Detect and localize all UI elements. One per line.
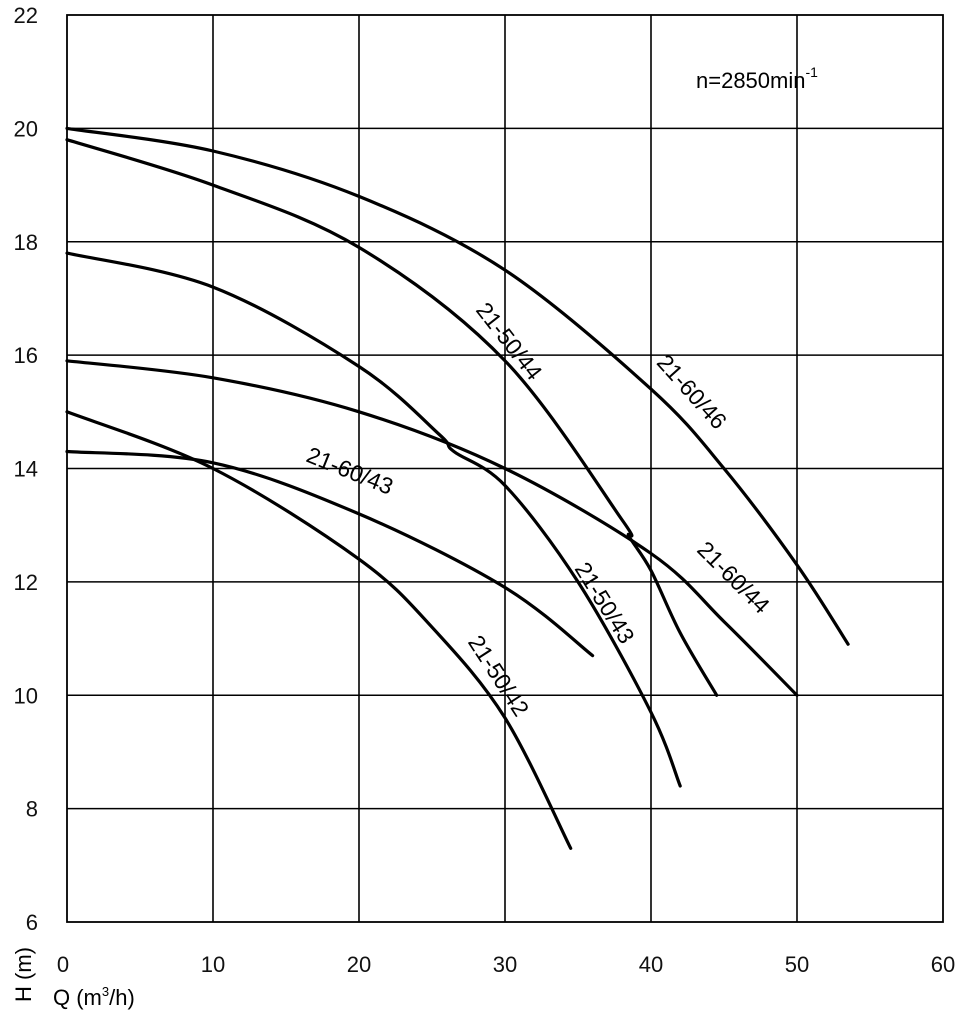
series-label: 21-60/44 [692, 536, 775, 619]
y-tick-label: 22 [14, 3, 38, 28]
series-label: 21-50/43 [570, 557, 640, 648]
x-tick-label: 30 [493, 952, 517, 977]
x-axis-label-tail: /h) [109, 985, 135, 1010]
x-axis-label: Q (m3/h) [53, 984, 135, 1010]
y-tick-label: 8 [26, 797, 38, 822]
curve-21-60-43 [65, 449, 595, 658]
speed-annotation: n=2850min-1 [696, 64, 818, 93]
x-tick-label: 50 [785, 952, 809, 977]
series-label: 21-50/44 [471, 297, 548, 385]
plot-frame [66, 14, 944, 923]
series-label: 21-60/46 [652, 349, 732, 434]
y-tick-label: 14 [14, 457, 38, 482]
y-tick-label: 10 [14, 683, 38, 708]
x-tick-label: 0 [57, 952, 69, 977]
curves [65, 126, 850, 850]
curve-21-60-44 [65, 359, 799, 697]
y-tick-label: 6 [26, 910, 38, 935]
x-tick-label: 20 [347, 952, 371, 977]
speed-annotation-sup: -1 [805, 64, 818, 80]
series-label: 21-60/43 [303, 442, 397, 500]
y-axis-label: H (m) [11, 947, 36, 1002]
curve-21-50-44 [65, 138, 719, 697]
y-tick-label: 16 [14, 343, 38, 368]
x-tick-label: 60 [931, 952, 955, 977]
x-tick-label: 40 [639, 952, 663, 977]
y-tick-label: 12 [14, 570, 38, 595]
tick-labels: 6 8 10 12 14 16 18 20 22 0 10 20 30 40 50 60 [14, 3, 956, 977]
y-tick-label: 18 [14, 230, 38, 255]
speed-annotation-base: n=2850min [696, 68, 805, 93]
y-tick-label: 20 [14, 116, 38, 141]
curve-21-60-46 [65, 126, 850, 646]
x-axis-label-sup: 3 [102, 984, 109, 999]
curve-21-50-43 [65, 251, 682, 788]
x-axis-label-base: Q (m [53, 985, 102, 1010]
x-tick-label: 10 [201, 952, 225, 977]
